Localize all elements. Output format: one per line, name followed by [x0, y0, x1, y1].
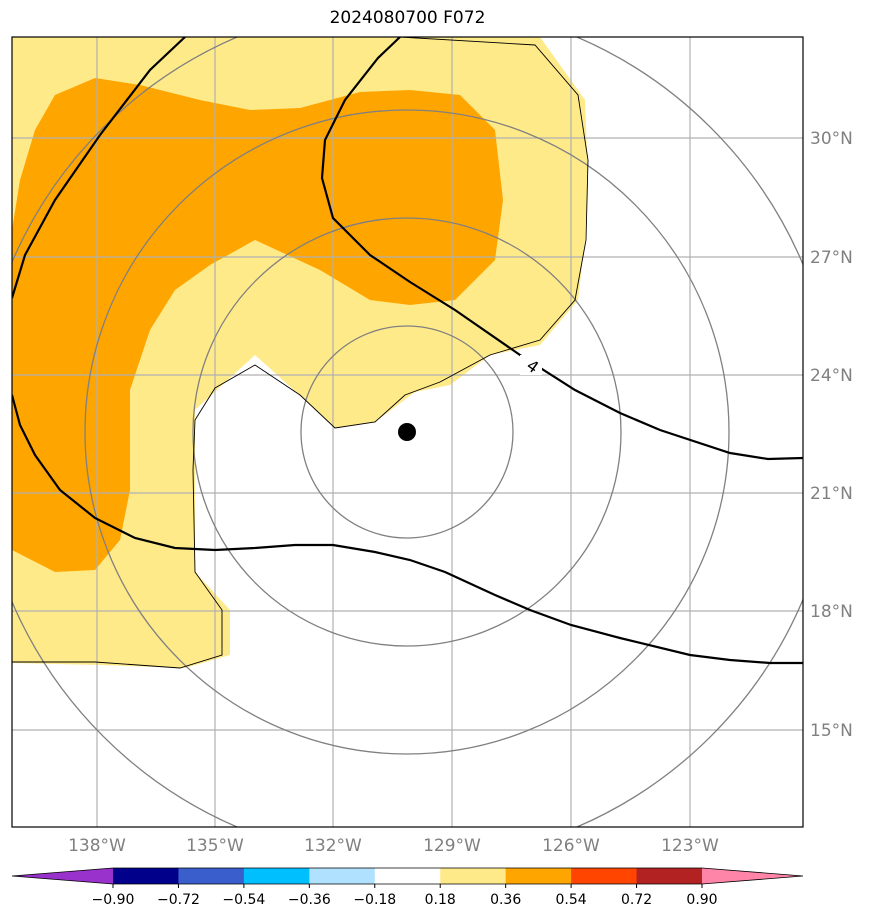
bold-contours — [12, 37, 803, 665]
latitude-labels: 30°N 27°N 24°N 21°N 18°N 15°N — [810, 129, 853, 741]
colorbar-tick-label: 0.90 — [686, 892, 717, 908]
colorbar-segment — [440, 868, 507, 884]
lon-label: 123°W — [661, 836, 719, 856]
lon-label: 126°W — [542, 836, 600, 856]
colorbar-tick-label: −0.90 — [92, 892, 135, 908]
colorbar-segment — [505, 868, 572, 884]
colorbar-segment — [113, 868, 179, 884]
colorbar-tick-label: −0.18 — [353, 892, 396, 908]
range-ring — [84, 109, 730, 755]
contour-line — [12, 37, 186, 299]
lat-label: 24°N — [810, 366, 853, 386]
contour-label-bg — [520, 355, 542, 375]
lon-label: 132°W — [304, 836, 362, 856]
range-ring — [300, 325, 514, 539]
lat-label: 27°N — [810, 248, 853, 268]
map-frame — [11, 36, 804, 828]
colorbar-tick-label: 0.18 — [425, 892, 456, 908]
colorbar-extend-low — [12, 868, 113, 884]
colorbar: −0.90 −0.72 −0.54 −0.36 −0.18 0.18 0.36 0.54 0.7… — [11, 867, 804, 908]
colorbar-tick-label: 0.72 — [621, 892, 652, 908]
longitude-labels: 138°W 135°W 132°W 129°W 126°W 123°W — [68, 836, 719, 856]
colorbar-segment — [309, 868, 376, 884]
colorbar-extend-high — [702, 868, 803, 884]
colorbar-tick-label: −0.72 — [157, 892, 200, 908]
colorbar-segment — [178, 868, 245, 884]
chart-title: 2024080700 F072 — [329, 8, 486, 28]
lon-label: 135°W — [186, 836, 244, 856]
colorbar-tick-label: −0.54 — [222, 892, 265, 908]
colorbar-tick-label: −0.36 — [288, 892, 331, 908]
contour-line — [12, 394, 803, 665]
shading-dark-region — [12, 78, 503, 572]
contour-line-labeled — [320, 37, 803, 461]
colorbar-segment — [243, 868, 310, 884]
lat-label: 21°N — [810, 484, 853, 504]
range-rings — [12, 37, 803, 827]
map-plot-area — [12, 37, 803, 827]
storm-center-dot — [398, 423, 416, 441]
thin-contour-outline — [12, 37, 589, 669]
colorbar-segment — [636, 868, 703, 884]
lat-label: 30°N — [810, 129, 853, 149]
colorbar-segment — [374, 868, 441, 884]
range-ring — [192, 217, 622, 647]
lon-label: 129°W — [423, 836, 481, 856]
lat-label: 18°N — [810, 602, 853, 622]
colorbar-tick-label: 0.54 — [556, 892, 587, 908]
graticule — [12, 37, 803, 827]
colorbar-segment — [571, 868, 638, 884]
lon-label: 138°W — [68, 836, 126, 856]
colorbar-tick-label: 0.36 — [490, 892, 521, 908]
lat-label: 15°N — [810, 721, 853, 741]
